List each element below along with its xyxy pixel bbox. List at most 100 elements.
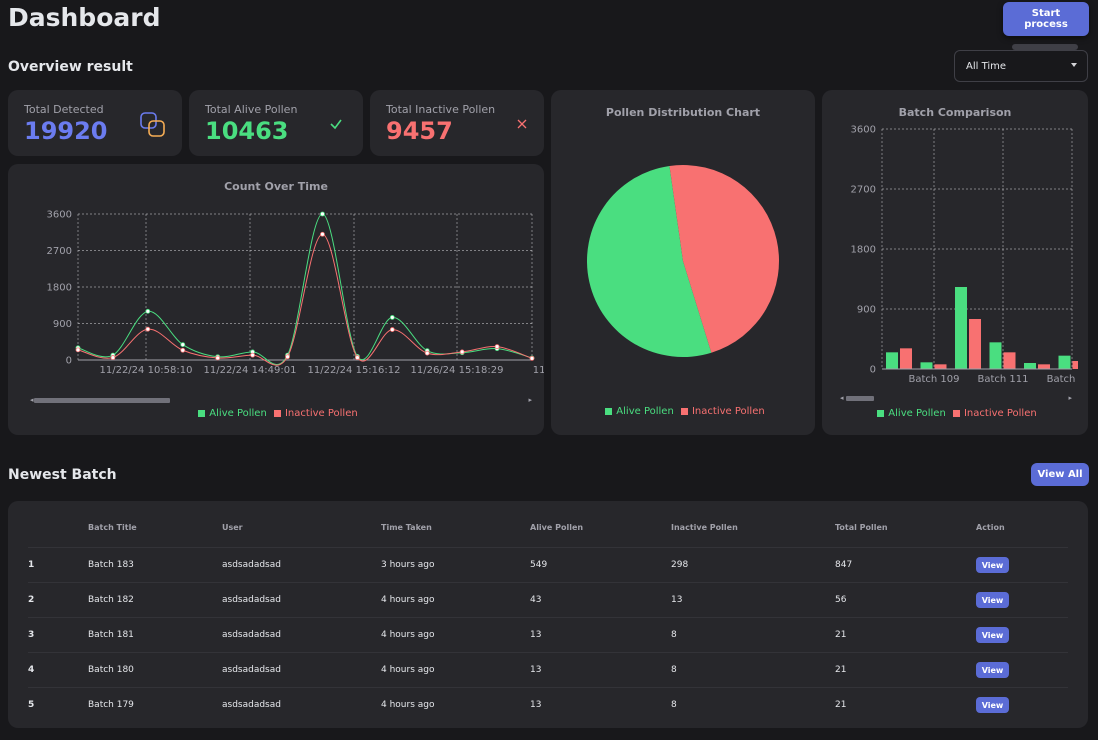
y-tick-label: 1800 — [851, 245, 876, 256]
y-tick-label: 1800 — [47, 283, 72, 294]
chart-title: Count Over Time — [224, 180, 328, 193]
data-point — [389, 315, 395, 320]
stat-value: 9457 — [386, 117, 453, 145]
time-cell: 3 hours ago — [381, 547, 530, 583]
view-all-button[interactable]: View All — [1031, 463, 1089, 486]
pie-chart-card: Pollen Distribution Chart Alive Pollen I… — [551, 90, 815, 435]
row-index: 5 — [28, 687, 88, 722]
batch-title-cell: Batch 180 — [88, 652, 222, 688]
view-button[interactable]: View — [976, 557, 1009, 573]
total-cell: 847 — [835, 547, 976, 583]
line-chart: 0 900 1800 2700 3600 11/22/24 10:58:10 11/22/2… — [47, 210, 544, 377]
data-point — [215, 355, 221, 361]
start-button-shadow — [1012, 44, 1078, 50]
stat-label: Total Inactive Pollen — [386, 103, 496, 116]
newest-batch-title: Newest Batch — [8, 467, 117, 483]
stat-card-inactive: Total Inactive Pollen 9457 — [370, 90, 544, 156]
bar — [920, 362, 933, 369]
legend-swatch — [877, 409, 885, 417]
x-tick-label: Batch 109 — [908, 374, 959, 385]
legend-label: Alive Pollen — [616, 406, 674, 417]
scroll-right-icon[interactable]: ▸ — [528, 396, 532, 404]
pie-slice — [586, 165, 712, 358]
scroll-left-icon[interactable]: ◂ — [30, 396, 34, 404]
alive-cell: 13 — [530, 652, 671, 688]
scroll-right-icon[interactable]: ▸ — [1068, 394, 1072, 402]
bar — [934, 364, 947, 369]
action-cell: View — [976, 547, 1068, 583]
pie-slice — [669, 165, 779, 353]
scrollbar-thumb[interactable] — [34, 398, 170, 403]
y-tick-label: 3600 — [851, 125, 876, 136]
bar-chart-card: Batch Comparison 0 900 1800 2700 3600 Batch 1… — [822, 90, 1088, 435]
legend-label: Inactive Pollen — [691, 406, 765, 417]
start-process-button[interactable]: Start process — [1003, 2, 1089, 36]
x-tick-label: 11/2 — [533, 365, 544, 376]
data-point — [180, 342, 186, 347]
x-tick-label: Batch 111 — [977, 374, 1028, 385]
data-point — [529, 355, 535, 361]
view-button[interactable]: View — [976, 662, 1009, 678]
x-tick-label: Batch — [1047, 374, 1076, 385]
chart-scrollbar[interactable]: ◂ ▸ — [840, 394, 1072, 402]
total-cell: 56 — [835, 582, 976, 618]
column-header: Action — [976, 522, 1005, 532]
check-icon — [330, 119, 342, 130]
x-tick-label: 11/22/24 15:16:12 — [307, 365, 400, 376]
column-header: Batch Title — [88, 522, 137, 532]
data-point — [145, 308, 151, 314]
row-index: 3 — [28, 617, 88, 653]
x-tick-label: 11/26/24 15:18:29 — [410, 365, 503, 376]
user-cell: asdsadadsad — [222, 617, 381, 653]
scroll-left-icon[interactable]: ◂ — [840, 394, 844, 402]
view-button[interactable]: View — [976, 697, 1009, 713]
legend-swatch — [680, 407, 688, 415]
x-tick-label: 11/22/24 10:58:10 — [99, 365, 192, 376]
data-point — [424, 350, 430, 356]
stat-value: 10463 — [205, 117, 289, 145]
total-cell: 21 — [835, 687, 976, 722]
y-tick-label: 900 — [53, 319, 72, 330]
bar — [886, 352, 898, 369]
view-button[interactable]: View — [976, 592, 1009, 608]
data-point — [110, 355, 116, 360]
legend-label: Alive Pollen — [209, 408, 267, 419]
x-tick-label: 11/22/24 14:49:01 — [203, 365, 296, 376]
action-cell: View — [976, 582, 1068, 618]
total-cell: 21 — [835, 617, 976, 653]
user-cell: asdsadadsad — [222, 547, 381, 583]
batch-title-cell: Batch 182 — [88, 582, 222, 618]
batch-title-cell: Batch 179 — [88, 687, 222, 722]
time-filter-select[interactable]: All Time — [954, 50, 1088, 82]
action-cell: View — [976, 652, 1068, 688]
bar — [1058, 355, 1071, 369]
bar-chart: 0 900 1800 2700 3600 Batch 109 Batch 111 Batch — [851, 125, 1078, 385]
inactive-cell: 8 — [671, 652, 835, 688]
view-button[interactable]: View — [976, 627, 1009, 643]
table-row: 5 Batch 179 asdsadadsad 4 hours ago 13 8… — [28, 687, 1068, 722]
table-row: 1 Batch 183 asdsadadsad 3 hours ago 549 … — [28, 547, 1068, 583]
user-cell: asdsadadsad — [222, 652, 381, 688]
scrollbar-thumb[interactable] — [846, 396, 874, 401]
batch-table: Batch Title User Time Taken Alive Pollen… — [28, 507, 1068, 722]
bar — [1072, 361, 1078, 369]
series-line — [77, 233, 533, 366]
data-point — [75, 347, 81, 353]
data-point — [145, 326, 151, 332]
inactive-cell: 8 — [671, 687, 835, 722]
column-header: User — [222, 522, 243, 532]
alive-cell: 43 — [530, 582, 671, 618]
table-row: 4 Batch 180 asdsadadsad 4 hours ago 13 8… — [28, 652, 1068, 688]
column-header — [28, 507, 88, 548]
batch-title-cell: Batch 181 — [88, 617, 222, 653]
alive-cell: 549 — [530, 547, 671, 583]
stat-card-alive: Total Alive Pollen 10463 — [189, 90, 363, 156]
column-header: Total Pollen — [835, 522, 888, 532]
column-header: Alive Pollen — [530, 522, 584, 532]
row-index: 1 — [28, 547, 88, 583]
total-cell: 21 — [835, 652, 976, 688]
chart-scrollbar[interactable]: ◂ ▸ — [30, 396, 532, 404]
column-header: Time Taken — [381, 522, 432, 532]
stat-value: 19920 — [24, 117, 108, 145]
data-point — [354, 355, 360, 360]
